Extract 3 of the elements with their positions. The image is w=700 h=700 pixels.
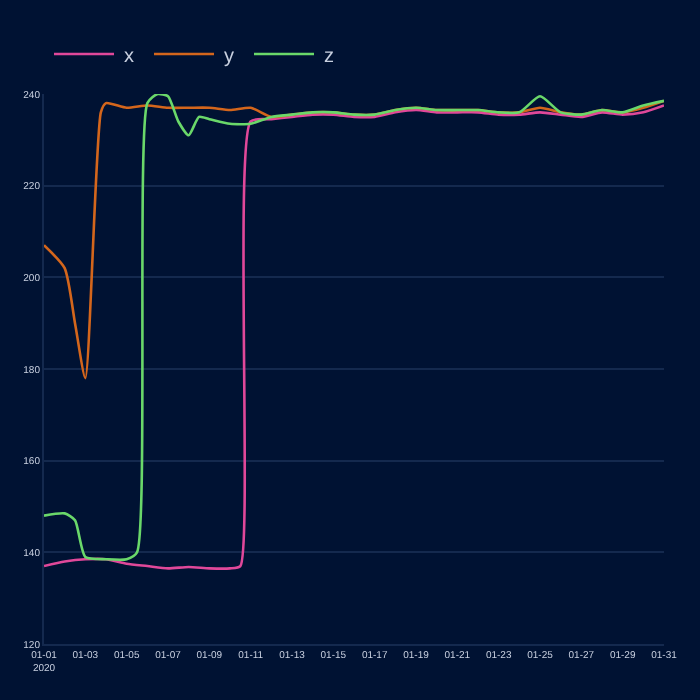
legend-label: z [324, 45, 334, 68]
legend-label: y [224, 45, 234, 68]
legend-label: x [124, 45, 134, 68]
